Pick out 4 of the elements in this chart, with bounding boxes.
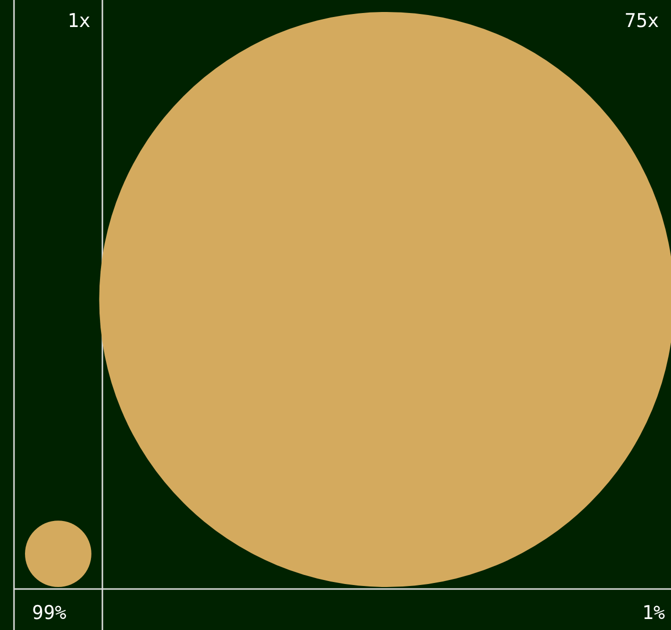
data-label: 1x bbox=[68, 10, 90, 32]
category-label: 99% bbox=[32, 602, 67, 624]
data-label: 75x bbox=[624, 10, 659, 32]
category-label: 1% bbox=[642, 602, 666, 624]
